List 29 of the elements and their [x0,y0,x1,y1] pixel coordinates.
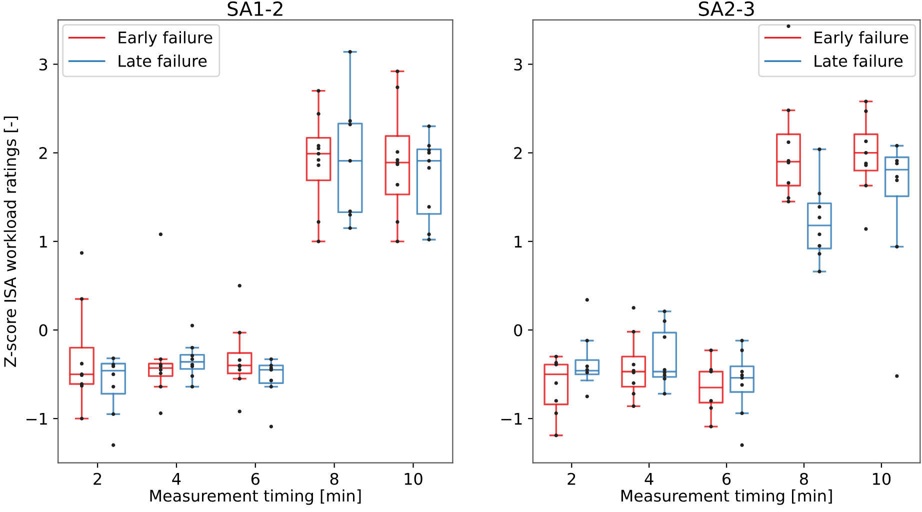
chart-title: SA1-2 [228,1,282,16]
y-tick-label: 0 [514,324,522,336]
x-axis-title: Measurement timing [min] [621,489,832,505]
x-tick-label: 2 [94,472,102,485]
x-tick-label: 6 [251,472,260,485]
x-tick-label: 8 [330,472,338,485]
y-tick-label: 2 [514,147,522,159]
x-tick-label: 2 [568,472,576,485]
legend-label: Late failure [814,54,903,67]
x-tick-label: 8 [800,472,808,485]
x-tick-label: 10 [873,472,891,485]
x-axis-title: Measurement timing [min] [150,489,361,505]
y-tick-label: 0 [39,324,48,336]
y-tick-label: 3 [39,58,48,71]
y-tick-label: −1 [26,412,47,425]
x-tick-label: 10 [404,472,422,485]
legend-label: Late failure [118,54,207,67]
x-tick-label: 4 [644,473,654,485]
legend-label: Early failure [118,31,212,47]
y-tick-label: −1 [501,412,522,425]
x-tick-label: 6 [722,472,731,485]
y-tick-label: 3 [514,58,522,71]
chart-title: SA2-3 [698,1,754,16]
x-tick-label: 4 [172,473,181,485]
y-tick-label: 2 [39,147,47,159]
legend-label: Early failure [814,31,908,47]
y-tick-label: 1 [514,236,522,248]
y-axis-title: Z-score ISA workload ratings [-] [4,116,20,367]
y-tick-label: 1 [40,236,47,248]
